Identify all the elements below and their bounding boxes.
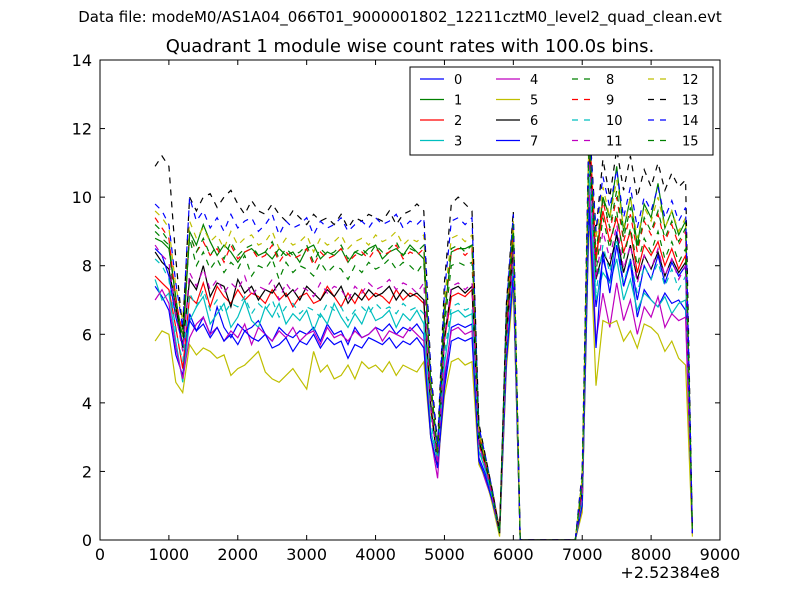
legend-label-6: 6: [530, 114, 538, 129]
series-line-8: [154, 162, 693, 540]
series-line-9: [154, 121, 693, 540]
legend-label-10: 10: [606, 114, 623, 129]
series-line-5: [154, 214, 693, 540]
x-tick-label: 4000: [355, 545, 396, 564]
plot-frame: [99, 59, 721, 541]
x-tick-label: 2000: [217, 545, 258, 564]
series-line-4: [154, 190, 693, 540]
data-file-caption: Data file: modeM0/AS1A04_066T01_90000018…: [78, 8, 722, 26]
x-tick-label: 0: [95, 545, 105, 564]
legend-label-0: 0: [454, 73, 462, 88]
x-tick-label: 8000: [631, 545, 672, 564]
legend-label-8: 8: [606, 73, 614, 88]
legend-label-2: 2: [454, 114, 462, 129]
legend-label-4: 4: [530, 73, 538, 88]
y-tick-label: 0: [82, 531, 92, 550]
x-tick-label: 1000: [149, 545, 190, 564]
x-tick-label: 9000: [700, 545, 741, 564]
chart-title: Quadrant 1 module wise count rates with …: [165, 36, 655, 57]
y-tick-label: 12: [72, 120, 92, 139]
legend-label-14: 14: [682, 114, 699, 129]
series-layer: [154, 118, 693, 540]
series-line-10: [154, 169, 693, 540]
legend-label-13: 13: [682, 94, 699, 109]
series-line-14: [154, 125, 693, 540]
legend-label-1: 1: [454, 94, 462, 109]
x-offset-label: +2.52384e8: [620, 563, 720, 582]
series-line-15: [154, 138, 693, 540]
series-line-11: [154, 149, 693, 540]
x-tick-label: 5000: [424, 545, 465, 564]
y-tick-label: 4: [82, 394, 92, 413]
legend-label-15: 15: [682, 135, 699, 150]
y-tick-label: 2: [82, 462, 92, 481]
series-line-13: [154, 118, 693, 540]
y-tick-label: 14: [72, 51, 92, 70]
x-tick-label: 6000: [493, 545, 534, 564]
y-tick-label: 10: [72, 188, 92, 207]
legend-label-7: 7: [530, 135, 538, 150]
x-tick-label: 3000: [286, 545, 327, 564]
legend-label-9: 9: [606, 94, 614, 109]
y-tick-label: 8: [82, 257, 92, 276]
legend-label-12: 12: [682, 73, 699, 88]
y-tick-label: 6: [82, 325, 92, 344]
x-tick-label: 7000: [562, 545, 603, 564]
axis-ticks: 0 1000 2000 3000 4000 5000 6000 7000 8000 9000 0 2 4…: [72, 51, 741, 564]
legend-label-3: 3: [454, 135, 462, 150]
legend-label-11: 11: [606, 135, 623, 150]
series-line-12: [154, 128, 693, 540]
series-line-3: [154, 176, 693, 540]
series-line-7: [154, 207, 693, 540]
legend-label-5: 5: [530, 94, 538, 109]
